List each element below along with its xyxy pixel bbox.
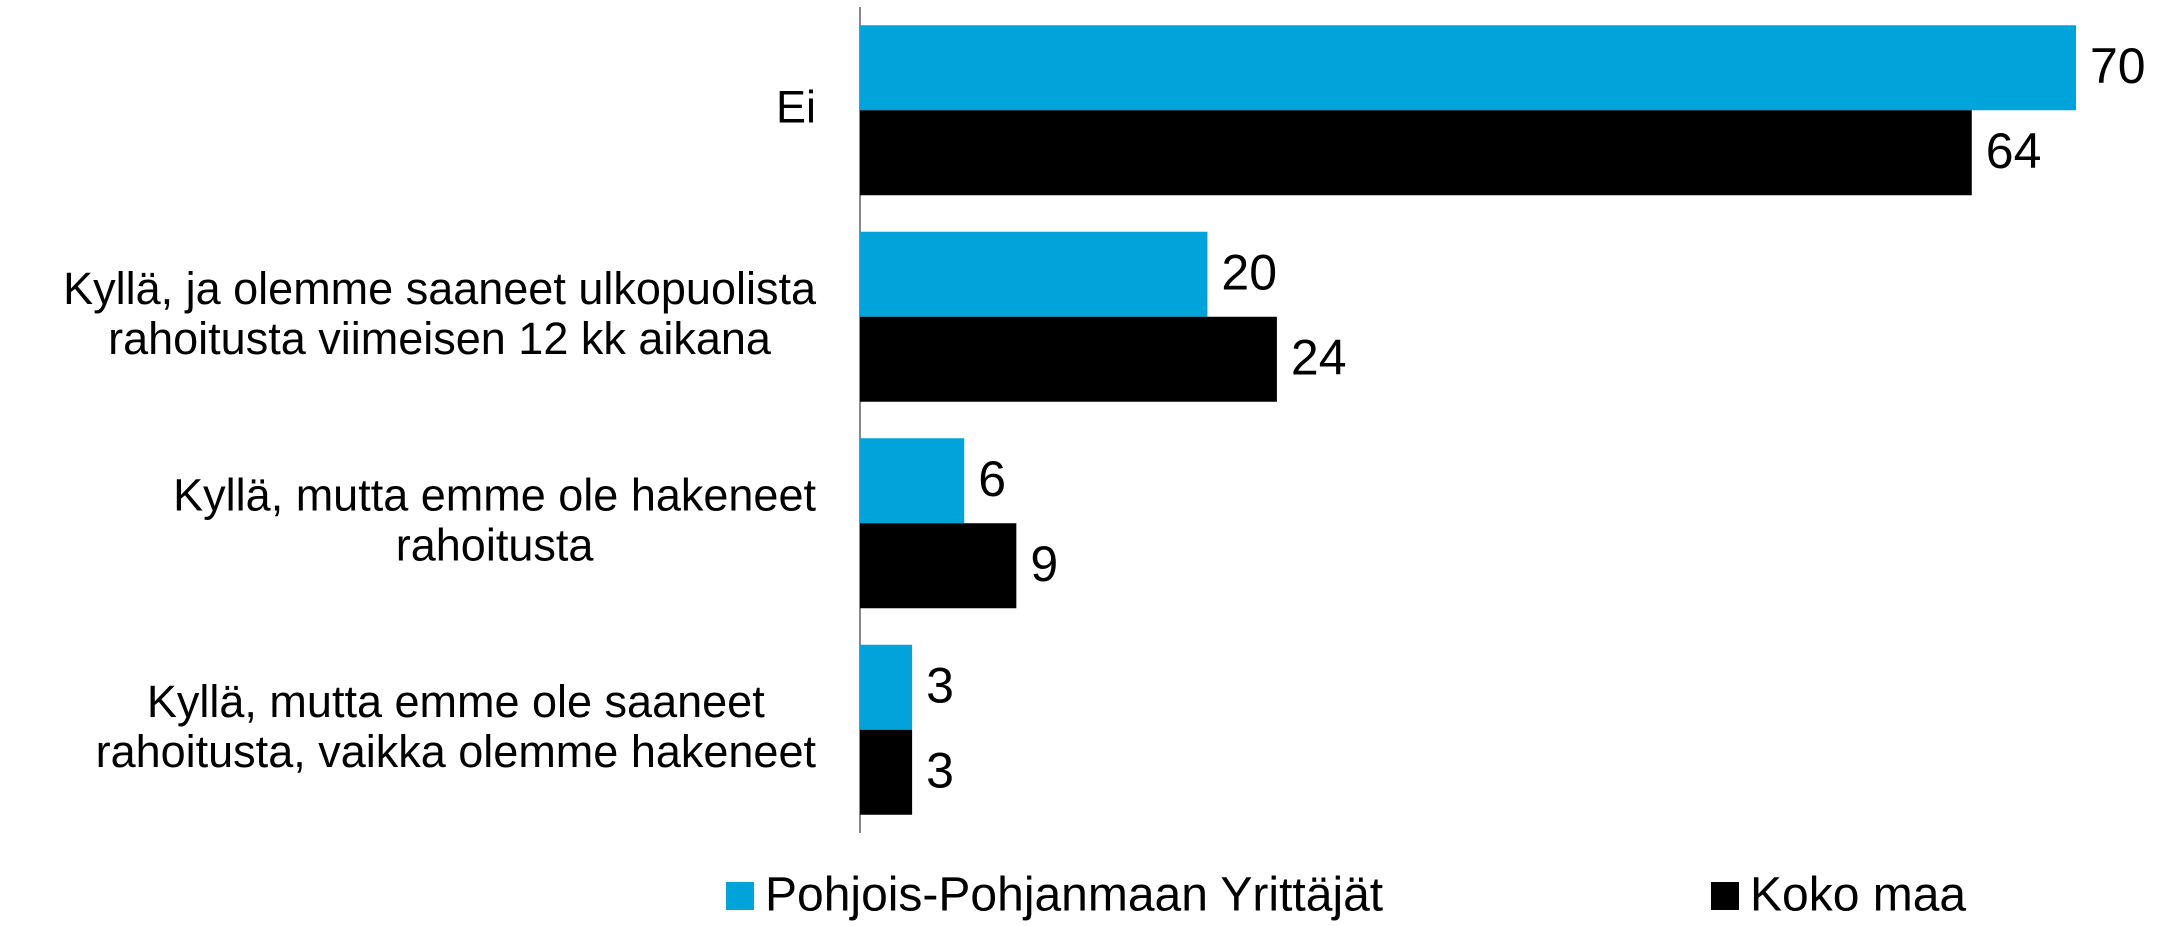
legend-swatch — [1711, 882, 1739, 910]
value-label: 20 — [1221, 244, 1277, 300]
legend-label: Pohjois-Pohjanmaan Yrittäjät — [765, 869, 1383, 922]
category-line: Ei — [776, 81, 816, 132]
category-line: Kyllä, mutta emme ole hakeneet — [173, 469, 816, 520]
category-text: Kyllä, mutta emme ole hakeneet rahoitusta — [173, 469, 816, 570]
bar — [860, 523, 1017, 609]
legend-swatch — [726, 882, 754, 910]
value-label: 3 — [926, 742, 954, 798]
value-label: 3 — [926, 657, 954, 713]
category-text: Kyllä, mutta emme ole saaneet rahoitusta,… — [96, 676, 817, 777]
bar — [860, 438, 965, 524]
bar — [860, 110, 1972, 196]
bar — [860, 25, 2076, 111]
value-label: 70 — [2090, 38, 2146, 94]
category-label: Ei — [776, 81, 816, 132]
value-label: 6 — [978, 451, 1006, 507]
category-line: rahoitusta, vaikka olemme hakeneet — [96, 726, 817, 777]
bar — [860, 316, 1277, 402]
value-label: 9 — [1030, 536, 1058, 592]
category-line: rahoitusta viimeisen 12 kk aikana — [108, 313, 772, 364]
category-line: rahoitusta — [396, 519, 595, 570]
category-text: Kyllä, ja olemme saaneet ulkopuolista rah… — [63, 263, 817, 364]
category-label: Kyllä, ja olemme saaneet ulkopuolista rah… — [63, 263, 817, 364]
category-text: Ei — [776, 81, 816, 132]
bar — [860, 729, 913, 815]
legend-label: Koko maa — [1750, 869, 1966, 922]
bar — [860, 644, 913, 730]
category-line: Kyllä, ja olemme saaneet ulkopuolista — [63, 263, 817, 314]
value-label: 24 — [1291, 329, 1347, 385]
category-label: Kyllä, mutta emme ole hakeneet rahoitusta — [173, 469, 816, 570]
bar — [860, 231, 1208, 317]
value-label: 64 — [1986, 123, 2042, 179]
category-line: Kyllä, mutta emme ole saaneet — [147, 676, 765, 727]
category-label: Kyllä, mutta emme ole saaneet rahoitusta,… — [96, 676, 817, 777]
